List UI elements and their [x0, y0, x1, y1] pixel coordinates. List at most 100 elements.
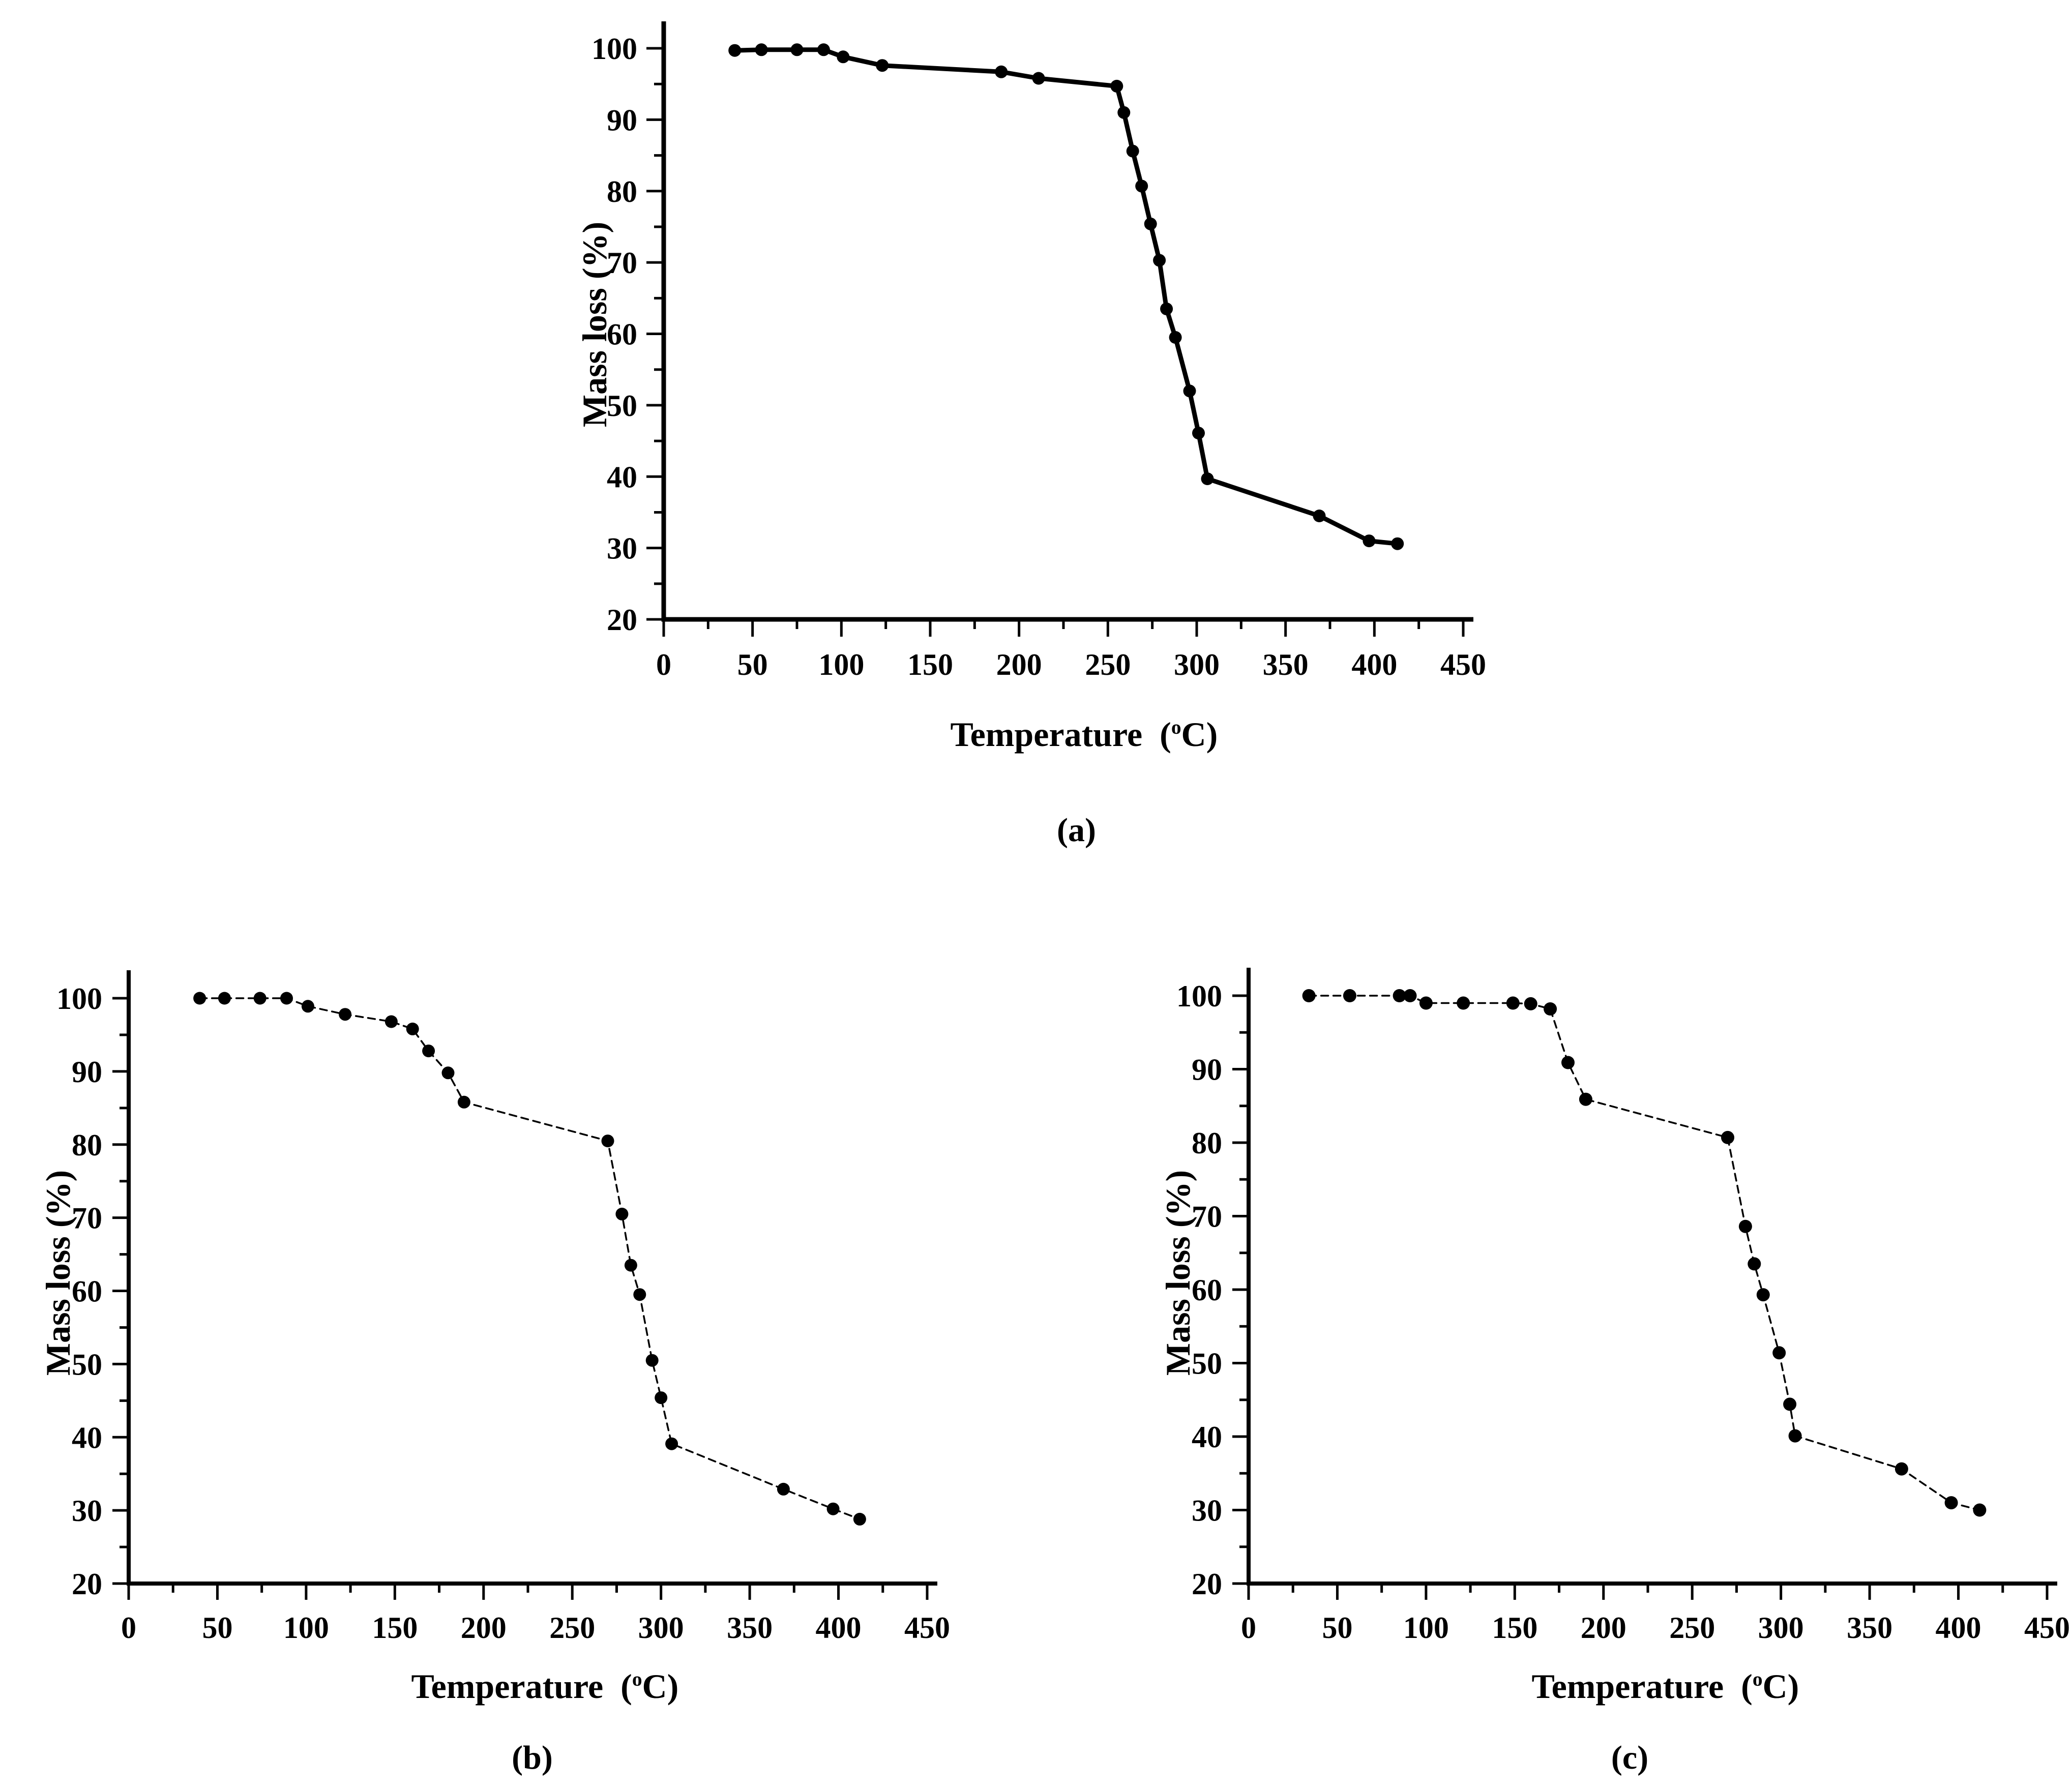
degree-sup-b: o — [632, 1668, 642, 1691]
data-point-c — [1419, 996, 1433, 1010]
data-point-a — [1192, 427, 1205, 440]
data-point-c — [1895, 1462, 1908, 1476]
y-tick-label-a: 60 — [607, 318, 637, 351]
y-tick-label-c: 90 — [1192, 1053, 1222, 1087]
data-point-b — [655, 1391, 668, 1405]
data-point-b — [457, 1095, 470, 1109]
y-tick-label-a: 30 — [607, 532, 637, 565]
data-point-c — [1756, 1288, 1770, 1302]
x-tick-label-a: 350 — [1263, 648, 1309, 681]
x-tick-label-a: 400 — [1351, 648, 1397, 681]
data-point-c — [1772, 1346, 1786, 1360]
y-tick-label-b: 60 — [72, 1275, 102, 1308]
data-point-a — [1201, 472, 1214, 485]
data-point-c — [1524, 997, 1537, 1010]
x-tick-label-a: 300 — [1174, 648, 1220, 681]
x-tick-label-a: 450 — [1440, 648, 1486, 681]
y-tick-label-c: 30 — [1192, 1494, 1222, 1528]
data-point-b — [339, 1008, 352, 1021]
data-point-c — [1302, 989, 1316, 1002]
sublabel-c-text: (c) — [1611, 1739, 1649, 1776]
data-point-b — [280, 992, 293, 1005]
y-tick-label-c: 60 — [1192, 1273, 1222, 1307]
x-tick-label-c: 200 — [1581, 1611, 1626, 1645]
data-point-b — [406, 1022, 419, 1035]
data-point-a — [1391, 537, 1404, 550]
data-point-a — [1313, 510, 1326, 522]
x-axis-title-c-prefix: Temperature ( — [1531, 1667, 1753, 1706]
x-tick-label-b: 100 — [283, 1611, 329, 1645]
y-tick-label-b: 50 — [72, 1348, 102, 1381]
y-tick-label-a: 100 — [591, 32, 637, 66]
x-tick-label-c: 300 — [1758, 1611, 1804, 1645]
data-point-a — [728, 44, 742, 57]
x-tick-label-c: 0 — [1241, 1611, 1256, 1645]
y-tick-label-b: 90 — [72, 1055, 102, 1089]
data-point-b — [615, 1207, 629, 1220]
data-point-a — [1135, 180, 1148, 193]
x-tick-label-a: 0 — [656, 648, 671, 681]
x-axis-title-a: Temperature (oC) — [934, 682, 1218, 752]
x-tick-label-a: 150 — [907, 648, 953, 681]
sublabel-b: (b) — [495, 1708, 553, 1775]
data-point-a — [1160, 302, 1173, 315]
data-point-a — [837, 50, 850, 64]
data-point-a — [1126, 144, 1139, 158]
y-axis-title-a-text: Mass loss (%) — [575, 221, 614, 428]
data-point-c — [1738, 1219, 1752, 1233]
x-tick-label-a: 100 — [818, 648, 864, 681]
data-point-a — [876, 59, 889, 72]
x-tick-label-b: 50 — [202, 1611, 232, 1645]
y-tick-label-a: 40 — [607, 460, 637, 494]
data-point-b — [441, 1066, 455, 1080]
y-tick-label-c: 50 — [1192, 1347, 1222, 1381]
data-point-a — [755, 43, 768, 56]
data-point-b — [601, 1135, 614, 1148]
data-point-c — [1579, 1092, 1592, 1106]
y-axis-title-c-text: Mass loss (%) — [1159, 1170, 1197, 1376]
data-point-b — [633, 1288, 646, 1301]
data-point-c — [1506, 996, 1520, 1010]
data-point-c — [1748, 1257, 1761, 1271]
x-tick-label-b: 150 — [372, 1611, 418, 1645]
x-tick-label-b: 300 — [638, 1611, 684, 1645]
x-tick-label-b: 400 — [816, 1611, 862, 1645]
x-tick-label-a: 50 — [737, 648, 768, 681]
y-tick-label-a: 90 — [607, 103, 637, 137]
data-point-b — [384, 1015, 398, 1028]
y-tick-label-c: 80 — [1192, 1126, 1222, 1160]
data-point-c — [1944, 1496, 1958, 1510]
y-tick-label-c: 40 — [1192, 1420, 1222, 1454]
x-tick-label-b: 450 — [904, 1611, 950, 1645]
mass-loss-line-c — [1308, 995, 1981, 1511]
y-tick-label-a: 80 — [607, 175, 637, 208]
data-point-b — [301, 1000, 314, 1013]
y-axis-title-c: Mass loss (%) — [1126, 1170, 1197, 1393]
x-axis-title-c-suffix: C) — [1762, 1667, 1799, 1706]
y-tick-label-c: 70 — [1192, 1200, 1222, 1234]
y-tick-label-b: 100 — [56, 982, 102, 1016]
y-axis-title-b-text: Mass loss (%) — [39, 1170, 77, 1376]
sublabel-b-text: (b) — [512, 1739, 553, 1776]
y-axis-title-b: Mass loss (%) — [6, 1170, 77, 1393]
x-tick-label-c: 50 — [1322, 1611, 1352, 1645]
data-point-c — [1561, 1056, 1575, 1069]
x-tick-label-c: 400 — [1936, 1611, 1981, 1645]
degree-sup-c: o — [1752, 1668, 1763, 1691]
sublabel-c: (c) — [1594, 1708, 1648, 1775]
data-point-c — [1544, 1002, 1557, 1016]
x-tick-label-c: 100 — [1403, 1611, 1449, 1645]
data-point-a — [1032, 72, 1045, 85]
y-tick-label-c: 20 — [1192, 1567, 1222, 1601]
x-tick-label-b: 0 — [121, 1611, 136, 1645]
data-point-b — [624, 1259, 637, 1272]
y-tick-label-b: 40 — [72, 1421, 102, 1454]
data-point-b — [422, 1045, 435, 1058]
data-point-b — [665, 1437, 678, 1450]
y-tick-label-b: 20 — [72, 1567, 102, 1601]
